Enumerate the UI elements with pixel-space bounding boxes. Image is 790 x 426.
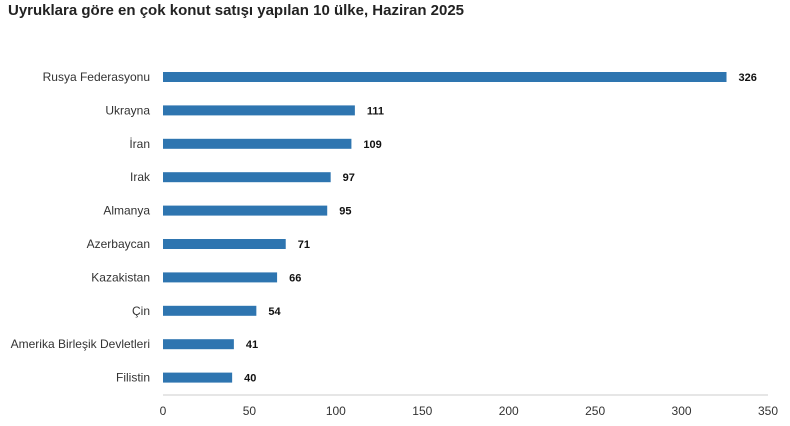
x-tick-label: 50 [243,404,257,418]
bar [163,239,286,249]
category-label: Azerbaycan [87,237,150,251]
bar [163,339,234,350]
bar [163,105,355,116]
bar [163,138,352,149]
bar [163,272,278,283]
value-labels-group: 326 111 109 97 95 71 66 54 41 40 [244,72,757,385]
category-label: Almanya [103,204,150,218]
category-label: Rusya Federasyonu [43,70,150,84]
bar [163,205,328,216]
chart-title: Uyruklara göre en çok konut satışı yapıl… [8,2,465,19]
category-label: Ukrayna [105,103,150,117]
value-label: 40 [244,373,256,385]
x-tick-label: 100 [326,404,346,418]
value-label: 71 [298,239,310,251]
value-label: 111 [367,105,384,117]
category-labels-group: Rusya Federasyonu Ukrayna İran Irak Almanya A… [11,70,151,385]
category-label: Amerika Birleşik Devletleri [11,337,150,351]
value-label: 95 [339,206,351,218]
value-label: 54 [268,306,281,318]
value-label: 41 [246,339,258,351]
x-tick-label: 300 [672,404,692,418]
category-label: Irak [130,170,151,184]
bar [163,305,257,316]
bar [163,172,331,183]
category-label: Çin [132,304,150,318]
x-tick-label: 250 [585,404,605,418]
bars-group [163,72,727,383]
x-tick-labels-group: 0 50 100 150 200 250 300 350 [160,404,779,418]
x-tick-label: 350 [758,404,778,418]
category-label: Filistin [116,371,150,385]
value-label: 66 [289,272,301,284]
value-label: 97 [343,172,355,184]
x-tick-label: 150 [412,404,432,418]
bar [163,372,233,383]
x-tick-label: 0 [160,404,167,418]
value-label: 326 [739,72,757,84]
value-label: 109 [363,139,381,151]
category-label: İran [129,137,150,151]
bar [163,72,727,82]
category-label: Kazakistan [91,270,150,284]
x-tick-label: 200 [499,404,519,418]
